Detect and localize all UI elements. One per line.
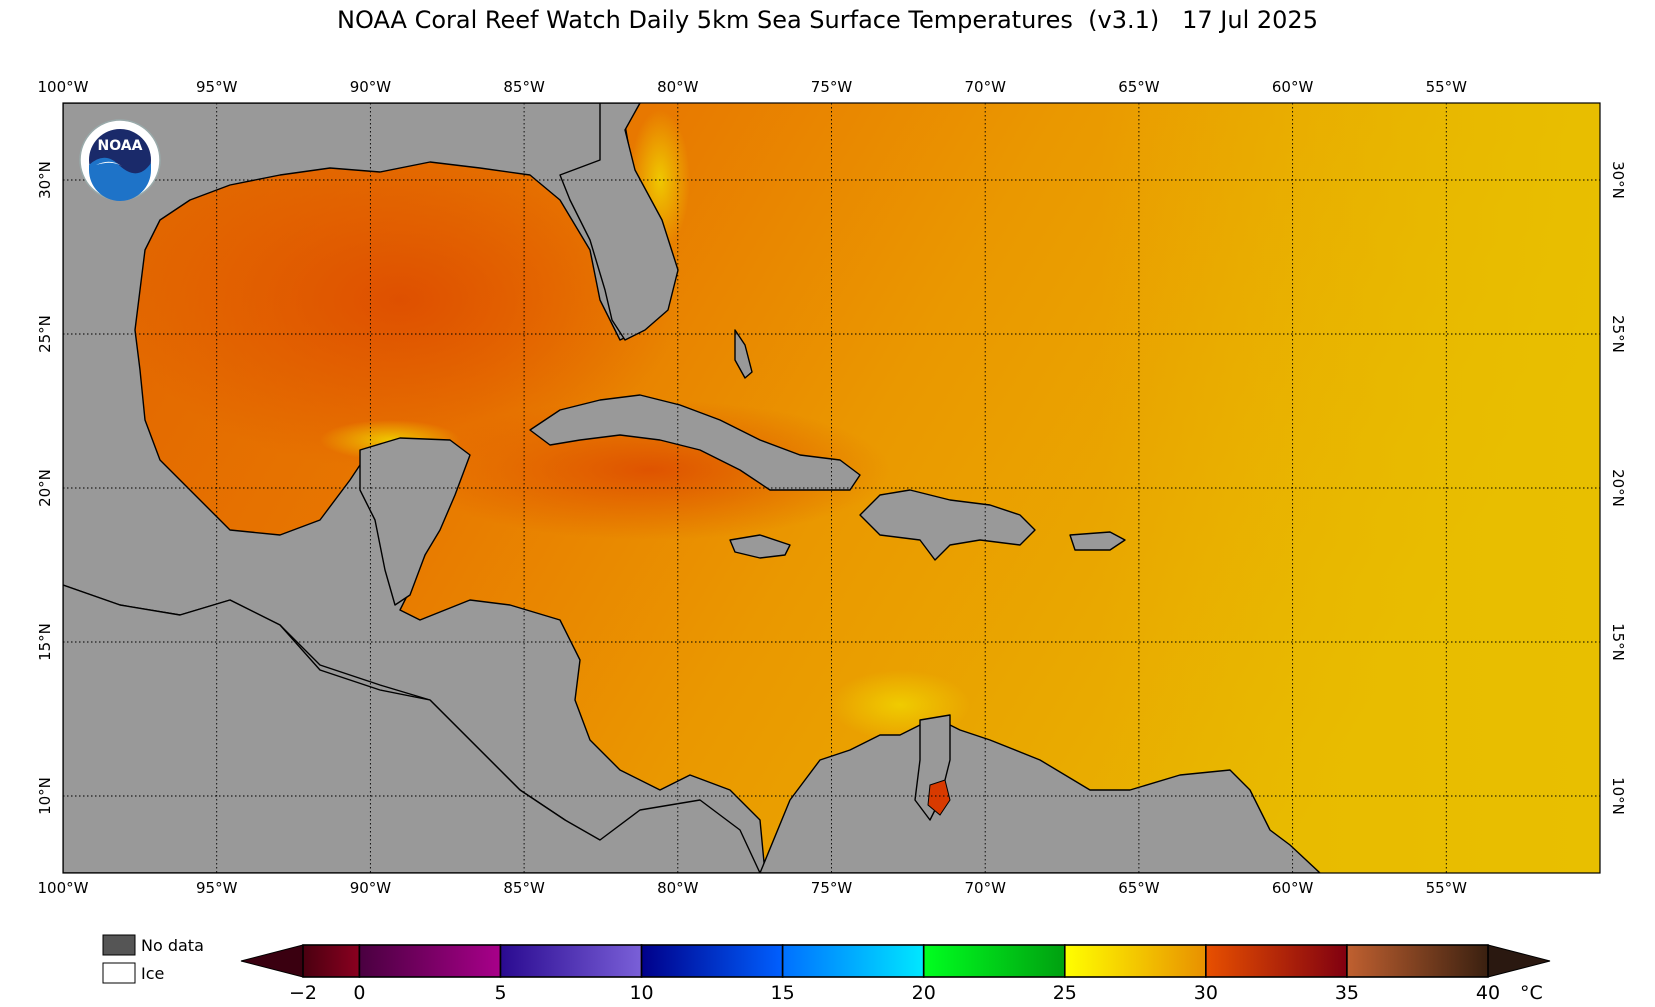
lon-tick-label-top: 55°W — [1426, 78, 1468, 96]
colorbar-segment — [922, 944, 1066, 978]
jamaica-island — [729, 534, 791, 559]
lat-tick-label-right: 15°N — [1609, 623, 1627, 661]
colorbar-tick-label: 35 — [1335, 982, 1359, 1004]
noaa-logo-text: NOAA — [98, 138, 143, 154]
colorbar-tick-label: 40 — [1476, 982, 1500, 1004]
lon-tick-label-top: 90°W — [350, 78, 392, 96]
lon-tick-label-bottom: 100°W — [38, 879, 89, 897]
florida-peninsula — [559, 103, 679, 341]
gulf-hot-region — [120, 130, 680, 470]
lon-tick-label-bottom: 90°W — [350, 879, 392, 897]
lon-tick-label-top: 100°W — [38, 78, 89, 96]
lat-tick-label-right: 30°N — [1609, 161, 1627, 199]
lon-tick-label-top: 95°W — [196, 78, 238, 96]
lon-tick-label-top: 60°W — [1272, 78, 1314, 96]
hispaniola-island — [859, 489, 1036, 561]
lon-tick-label-bottom: 95°W — [196, 879, 238, 897]
colorbar-tick-label: 20 — [912, 982, 936, 1004]
colorbar-segment — [640, 944, 784, 978]
lon-tick-label-bottom: 80°W — [657, 879, 699, 897]
lat-tick-label-left: 30°N — [36, 161, 54, 199]
colorbar-tick-label: 0 — [353, 982, 365, 1004]
lon-tick-label-top: 80°W — [657, 78, 699, 96]
axis-tick-labels: 100°W 100°W 95°W 95°W 90°W 90°W 85°W 85°W 80°W 80… — [36, 78, 1627, 897]
noaa-logo: NOAA — [79, 119, 161, 201]
lon-tick-label-bottom: 55°W — [1426, 879, 1468, 897]
yucatan-peninsula — [359, 437, 471, 606]
cuba-island — [529, 394, 861, 491]
colorbar-over-arrow — [1487, 944, 1551, 978]
colorbar-unit: °C — [1520, 982, 1543, 1004]
colorbar-tick-label: 30 — [1194, 982, 1218, 1004]
lon-tick-label-bottom: 70°W — [964, 879, 1006, 897]
lake-maracaibo — [927, 779, 951, 816]
colorbar-segment — [1346, 944, 1489, 978]
graticule — [63, 103, 1600, 873]
colorbar-tick-label: 10 — [629, 982, 653, 1004]
colorbar-tick-label: 25 — [1053, 982, 1077, 1004]
colorbar-segment — [1205, 944, 1348, 978]
lon-tick-label-bottom: 85°W — [503, 879, 545, 897]
colorbar-tick-label: 15 — [771, 982, 795, 1004]
colorbar-segment — [358, 944, 502, 978]
south-america-land — [759, 719, 1321, 873]
lon-tick-label-bottom: 60°W — [1272, 879, 1314, 897]
lon-tick-label-top: 85°W — [503, 78, 545, 96]
caribbean-hot-region — [410, 400, 890, 540]
colorbar-segment — [781, 944, 925, 978]
lat-tick-label-left: 20°N — [36, 469, 54, 507]
lat-tick-label-right: 20°N — [1609, 469, 1627, 507]
legend: No data Ice — [102, 934, 204, 984]
lon-tick-label-top: 75°W — [811, 78, 853, 96]
ice-label: Ice — [141, 964, 164, 983]
bahamas-island — [734, 329, 753, 379]
lat-tick-label-left: 10°N — [36, 777, 54, 815]
colorbar: −2 0 5 10 15 20 25 30 35 40 — [240, 944, 1551, 1004]
ice-swatch — [102, 962, 136, 984]
lat-tick-label-right: 10°N — [1609, 777, 1627, 815]
no-data-label: No data — [141, 936, 204, 955]
colorbar-tick-label: 5 — [494, 982, 506, 1004]
lat-tick-label-left: 15°N — [36, 623, 54, 661]
colorbar-segment — [302, 944, 361, 978]
lon-tick-label-bottom: 75°W — [811, 879, 853, 897]
lon-tick-label-top: 70°W — [964, 78, 1006, 96]
map-title: NOAA Coral Reef Watch Daily 5km Sea Surf… — [337, 6, 1318, 34]
lon-tick-label-bottom: 65°W — [1118, 879, 1160, 897]
lat-tick-label-right: 25°N — [1609, 315, 1627, 353]
central-america-land — [63, 584, 761, 873]
colorbar-segment — [1063, 944, 1207, 978]
lon-tick-label-top: 65°W — [1118, 78, 1160, 96]
colorbar-under-arrow — [240, 944, 304, 978]
colorbar-tick-label: −2 — [289, 982, 317, 1004]
puerto-rico-island — [1069, 531, 1126, 551]
colorbar-segment — [499, 944, 643, 978]
no-data-swatch — [102, 934, 136, 956]
lat-tick-label-left: 25°N — [36, 315, 54, 353]
